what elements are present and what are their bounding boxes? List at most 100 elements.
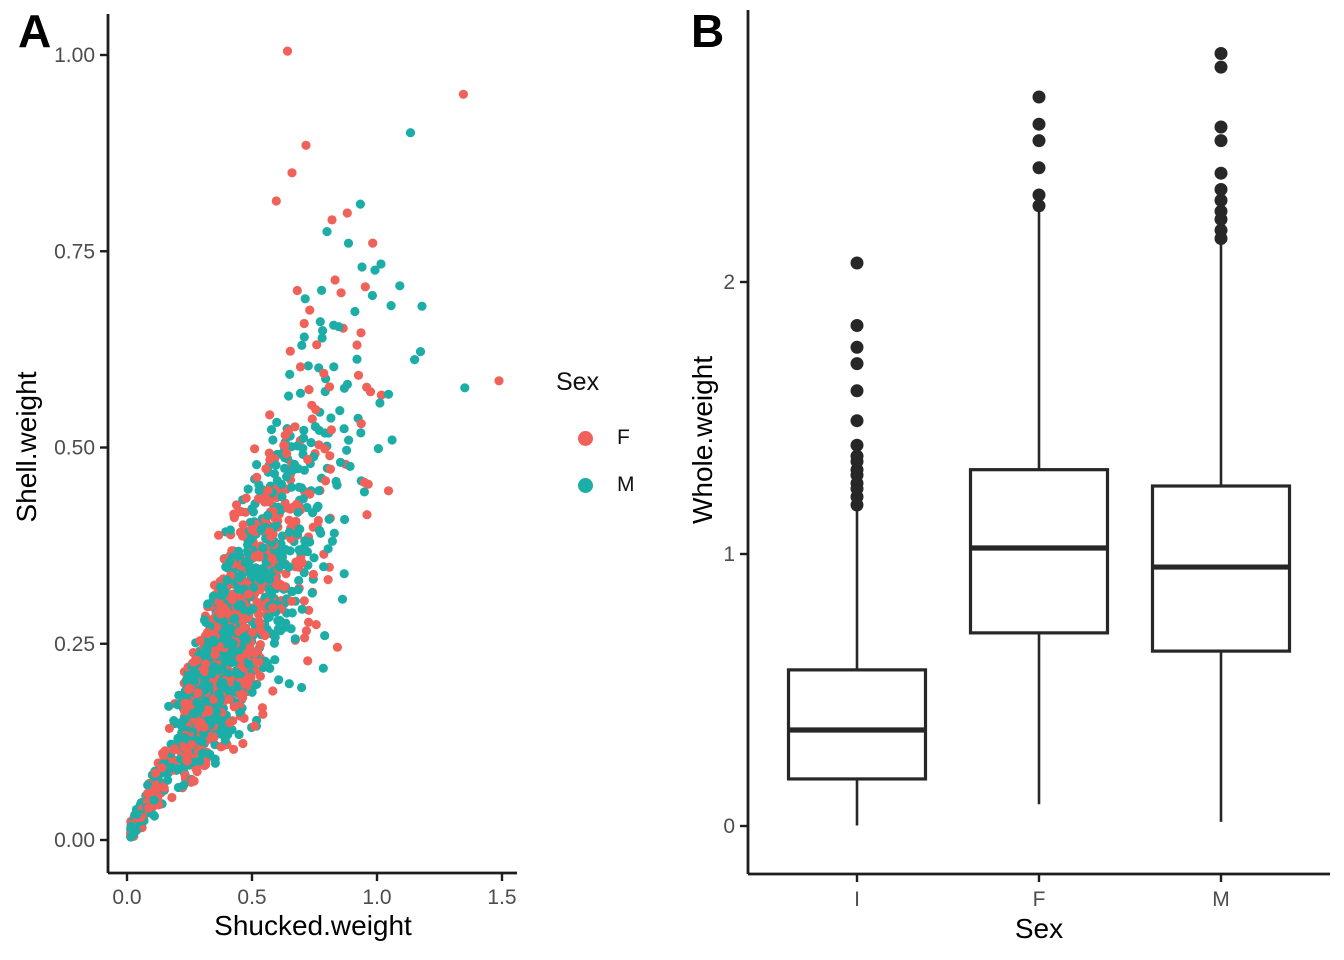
axis-tick-label: M xyxy=(1212,888,1230,911)
panel-b-tag: B xyxy=(691,5,725,57)
boxplot-m xyxy=(1150,47,1292,822)
scatter-point xyxy=(273,616,283,626)
scatter-point xyxy=(247,627,257,638)
scatter-point xyxy=(159,783,169,793)
outlier-point xyxy=(850,414,864,428)
scatter-point xyxy=(323,544,333,554)
box-iqr xyxy=(968,468,1110,635)
scatter-point xyxy=(275,544,286,554)
scatter-point xyxy=(193,688,203,698)
scatter-point xyxy=(327,215,337,225)
scatter-point xyxy=(307,414,317,424)
scatter-point xyxy=(267,553,277,563)
scatter-point xyxy=(330,275,340,285)
scatter-point xyxy=(266,425,277,435)
axis-tick-label: 0.25 xyxy=(54,633,95,656)
axis-tick-label: 0.75 xyxy=(54,240,95,263)
scatter-point xyxy=(325,451,335,461)
scatter-point xyxy=(234,573,245,583)
scatter-point xyxy=(494,376,504,386)
scatter-point xyxy=(270,655,280,665)
scatter-point xyxy=(214,715,224,725)
scatter-point xyxy=(231,500,242,510)
scatter-point xyxy=(234,550,245,561)
scatter-point xyxy=(281,618,291,628)
scatter-point xyxy=(294,575,304,586)
scatter-point xyxy=(255,575,266,585)
scatter-point xyxy=(209,732,219,742)
scatter-point xyxy=(362,382,372,392)
outlier-point xyxy=(850,319,864,332)
scatter-point xyxy=(265,663,275,674)
scatter-point xyxy=(335,457,346,467)
scatter-point xyxy=(301,140,311,150)
legend-f-dot-icon xyxy=(578,430,593,446)
scatter-point xyxy=(415,347,426,357)
scatter-point xyxy=(247,504,257,514)
scatter-point xyxy=(282,46,293,56)
scatter-point xyxy=(239,633,249,643)
scatter-point xyxy=(217,729,227,739)
scatter-point xyxy=(337,594,348,604)
panel-a-x-axis-title: Shucked.weight xyxy=(214,910,412,941)
scatter-point xyxy=(352,340,362,350)
scatter-point xyxy=(458,89,468,99)
scatter-point xyxy=(339,424,349,434)
scatter-point xyxy=(313,501,323,511)
panel-b: 0 1 2 I F M xyxy=(723,10,1330,911)
scatter-point xyxy=(200,666,210,677)
scatter-point xyxy=(263,495,273,505)
scatter-point xyxy=(311,620,321,630)
scatter-point xyxy=(239,613,250,624)
legend-title: Sex xyxy=(556,368,600,396)
scatter-point xyxy=(300,536,310,546)
scatter-point xyxy=(241,493,251,503)
scatter-point xyxy=(220,587,230,597)
legend-m-dot-icon xyxy=(578,477,593,493)
outlier-point xyxy=(1032,90,1046,104)
scatter-point xyxy=(324,382,335,392)
scatter-point xyxy=(295,546,305,556)
scatter-point xyxy=(220,624,230,634)
scatter-point xyxy=(225,557,235,567)
scatter-point xyxy=(303,361,313,371)
scatter-point xyxy=(214,530,224,540)
scatter-point xyxy=(383,389,394,399)
scatter-point xyxy=(314,486,324,496)
scatter-point xyxy=(386,301,396,311)
scatter-point xyxy=(132,809,142,820)
scatter-point xyxy=(320,631,330,641)
scatter-point xyxy=(318,663,328,673)
scatter-point xyxy=(343,238,354,248)
scatter-point xyxy=(192,766,202,777)
scatter-point xyxy=(253,494,264,504)
scatter-point xyxy=(160,746,170,756)
axis-tick-label: 1 xyxy=(723,543,735,566)
scatter-point xyxy=(297,340,307,350)
axis-tick-label: I xyxy=(854,888,860,911)
scatter-point xyxy=(214,689,224,699)
scatter-point xyxy=(299,332,309,342)
scatter-point xyxy=(224,694,234,704)
scatter-point xyxy=(187,740,197,750)
scatter-point xyxy=(313,515,323,526)
scatter-point xyxy=(243,540,253,550)
scatter-point xyxy=(363,479,373,489)
scatter-point xyxy=(308,569,318,580)
scatter-point xyxy=(312,340,322,350)
scatter-point xyxy=(233,584,244,594)
scatter-point xyxy=(225,525,235,535)
scatter-point xyxy=(284,527,294,537)
scatter-point xyxy=(272,580,282,590)
scatter-point xyxy=(339,569,349,579)
scatter-point xyxy=(375,398,385,408)
outlier-point xyxy=(850,357,864,371)
axis-tick-label: 1.0 xyxy=(362,886,391,909)
scatter-point xyxy=(250,444,260,454)
scatter-point xyxy=(356,419,366,429)
boxplot-f xyxy=(968,90,1110,805)
scatter-point xyxy=(359,487,369,497)
scatter-point xyxy=(222,575,232,585)
scatter-point xyxy=(395,281,405,291)
